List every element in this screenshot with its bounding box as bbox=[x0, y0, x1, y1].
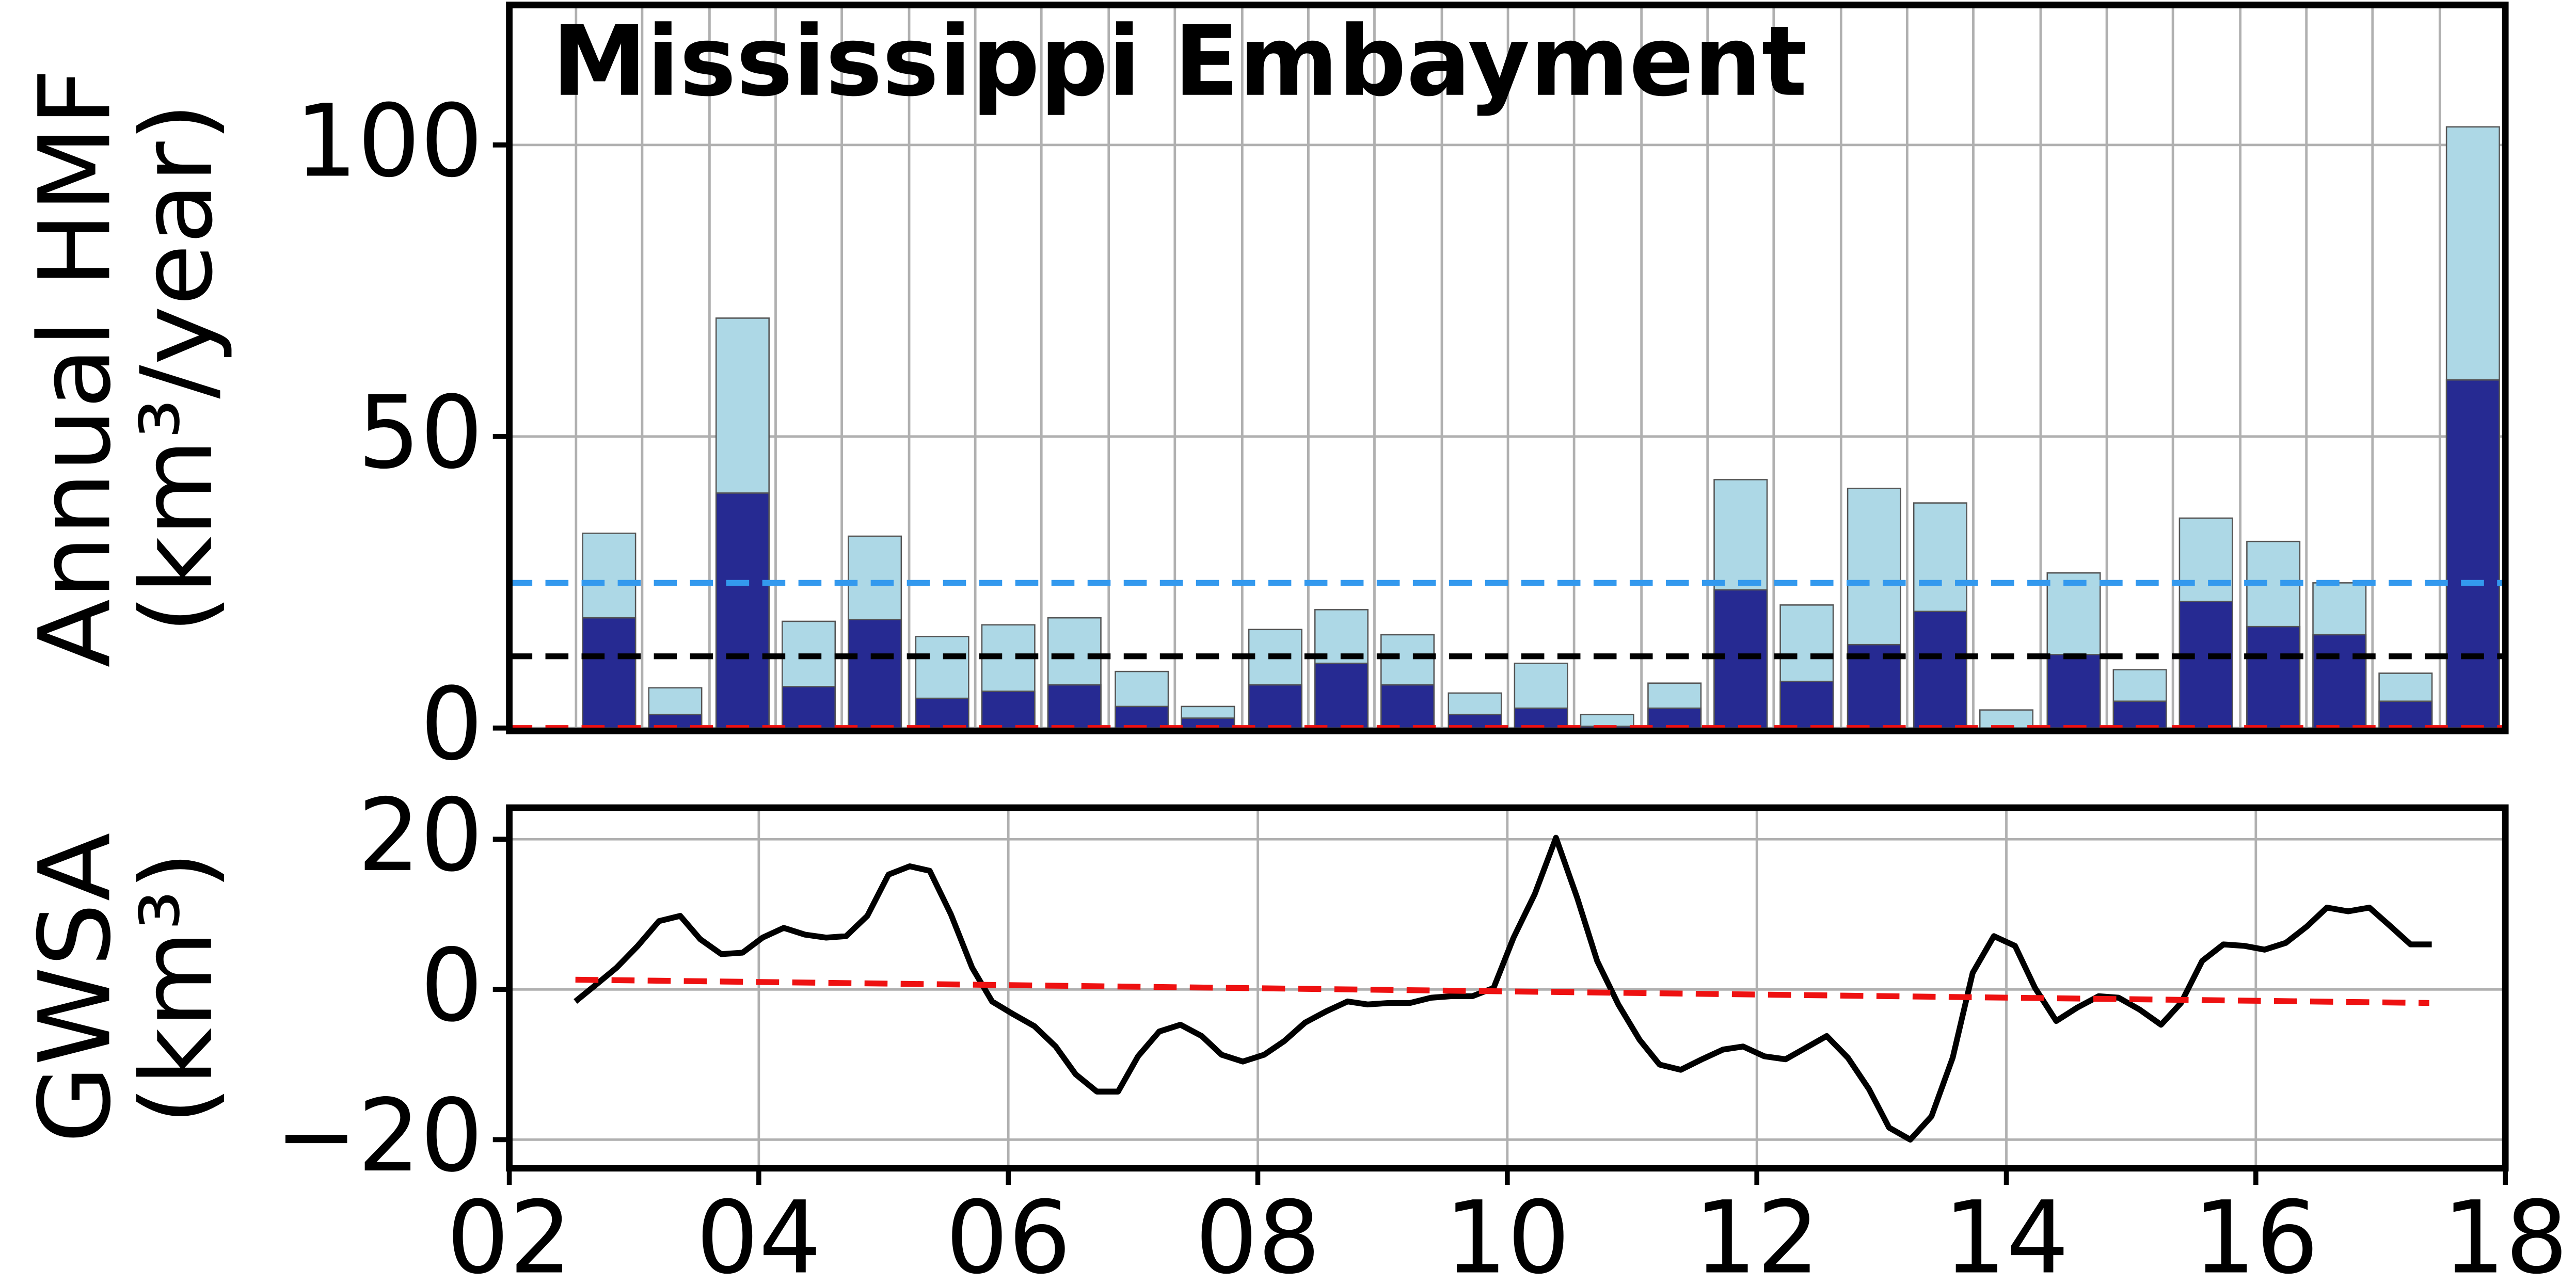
y-tick-label: 20 bbox=[358, 777, 483, 894]
bar bbox=[2112, 700, 2167, 729]
bar bbox=[1115, 705, 1169, 729]
y-tick-label: −20 bbox=[275, 1078, 483, 1195]
x-tick-label: 18 bbox=[2443, 1180, 2568, 1285]
data-line bbox=[575, 976, 2429, 1006]
bar bbox=[1913, 611, 1967, 729]
bar bbox=[2378, 700, 2433, 729]
bar bbox=[1647, 708, 1702, 729]
y-axis-label: (km³) bbox=[120, 851, 234, 1125]
bar bbox=[1514, 708, 1568, 729]
bar bbox=[2179, 601, 2233, 729]
bar bbox=[2312, 634, 2367, 729]
y-tick-label: 0 bbox=[420, 928, 483, 1045]
bar bbox=[1248, 684, 1302, 729]
x-tick-label: 04 bbox=[696, 1180, 821, 1285]
x-tick-label: 02 bbox=[447, 1180, 572, 1285]
bar bbox=[715, 492, 770, 729]
y-tick-label: 50 bbox=[358, 375, 483, 491]
bar bbox=[1380, 684, 1435, 729]
y-axis-label: GWSA bbox=[18, 833, 133, 1144]
y-axis-label: (km³/year) bbox=[120, 103, 234, 634]
x-tick-label: 14 bbox=[1944, 1180, 2069, 1285]
bar bbox=[1979, 709, 2034, 729]
data-line bbox=[574, 834, 2432, 1143]
x-tick-label: 06 bbox=[946, 1180, 1071, 1285]
bar bbox=[1314, 663, 1369, 729]
x-tick-label: 16 bbox=[2193, 1180, 2318, 1285]
y-tick-label: 0 bbox=[420, 666, 483, 783]
bar bbox=[915, 697, 969, 729]
bar bbox=[848, 619, 902, 729]
bar bbox=[2445, 379, 2500, 729]
y-tick-label: 100 bbox=[295, 83, 483, 200]
plot-frame bbox=[506, 804, 2509, 1172]
bar bbox=[1047, 684, 1102, 729]
x-tick-label: 10 bbox=[1444, 1180, 1570, 1285]
bar bbox=[582, 617, 637, 729]
bar bbox=[2246, 625, 2301, 729]
bar bbox=[2046, 654, 2101, 729]
y-axis-label: Annual HMF bbox=[18, 69, 133, 668]
bar bbox=[782, 686, 836, 729]
x-tick-label: 08 bbox=[1195, 1180, 1321, 1285]
plot-frame bbox=[506, 2, 2509, 734]
chart-title: Mississippi Embayment bbox=[552, 5, 1807, 118]
bar bbox=[981, 690, 1036, 729]
x-tick-label: 12 bbox=[1694, 1180, 1820, 1285]
bar bbox=[1779, 681, 1834, 729]
